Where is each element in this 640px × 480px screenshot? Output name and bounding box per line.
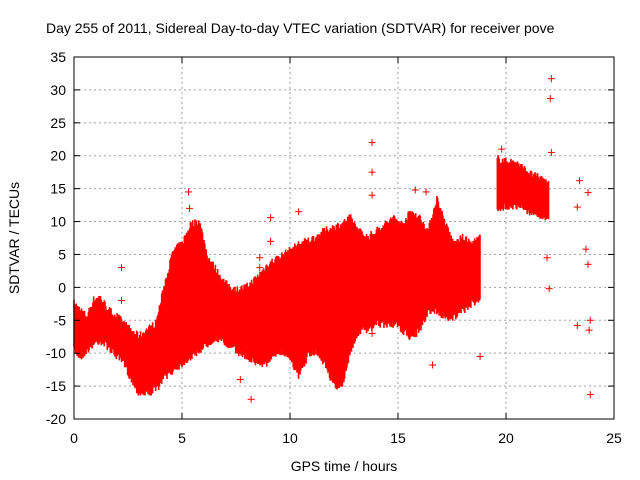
data-point [582, 245, 590, 253]
data-point [295, 208, 303, 216]
data-point [547, 148, 555, 156]
data-point [186, 204, 194, 212]
data-point [422, 188, 430, 196]
y-tick-label: 10 [50, 214, 66, 230]
data-point [256, 264, 264, 272]
y-tick-label: -20 [46, 411, 66, 427]
y-tick-label: 0 [58, 279, 66, 295]
chart-title: Day 255 of 2011, Sidereal Day-to-day VTE… [46, 20, 555, 36]
data-point [184, 188, 192, 196]
x-axis-title: GPS time / hours [291, 458, 398, 474]
data-point [247, 395, 255, 403]
x-tick-label: 15 [390, 430, 406, 446]
x-tick-label: 0 [70, 430, 78, 446]
y-tick-label: 25 [50, 115, 66, 131]
data-point [118, 264, 126, 272]
data-point [585, 326, 593, 334]
data-point [267, 237, 275, 245]
y-tick-label: 35 [50, 49, 66, 65]
y-tick-label: 30 [50, 82, 66, 98]
x-tick-label: 20 [498, 430, 514, 446]
y-tick-label: 5 [58, 246, 66, 262]
data-point [545, 285, 553, 293]
data-point [547, 75, 555, 83]
data-point [267, 214, 275, 222]
data-point [368, 329, 376, 337]
data-point [575, 177, 583, 185]
x-tick-label: 25 [606, 430, 622, 446]
data-point [584, 260, 592, 268]
data-point [236, 376, 244, 384]
data-point [498, 145, 506, 153]
x-tick-label: 5 [178, 430, 186, 446]
data-point [368, 168, 376, 176]
data-point [573, 322, 581, 330]
data-point [368, 191, 376, 199]
data-point [546, 94, 554, 102]
axis-ticks: 0 5 10 15 20 25 -20 -15 -10 -5 0 5 10 15 20 25 30 35 [46, 49, 622, 446]
y-tick-label: -5 [54, 312, 67, 328]
data-point [368, 139, 376, 147]
data-point [256, 254, 264, 262]
data-point [429, 361, 437, 369]
y-tick-label: -15 [46, 378, 66, 394]
data-point [573, 203, 581, 211]
data-point [584, 189, 592, 197]
data-point [586, 391, 594, 399]
plot-area [73, 75, 594, 403]
plot-frame [73, 56, 615, 420]
y-tick-label: 20 [50, 148, 66, 164]
y-axis-title: SDTVAR / TECUs [6, 182, 22, 294]
y-tick-label: -10 [46, 345, 66, 361]
data-point [411, 186, 419, 194]
data-point [118, 297, 126, 305]
data-point [476, 352, 484, 360]
x-tick-label: 10 [282, 430, 298, 446]
data-point [586, 316, 594, 324]
y-tick-label: 15 [50, 181, 66, 197]
data-point [543, 254, 551, 262]
